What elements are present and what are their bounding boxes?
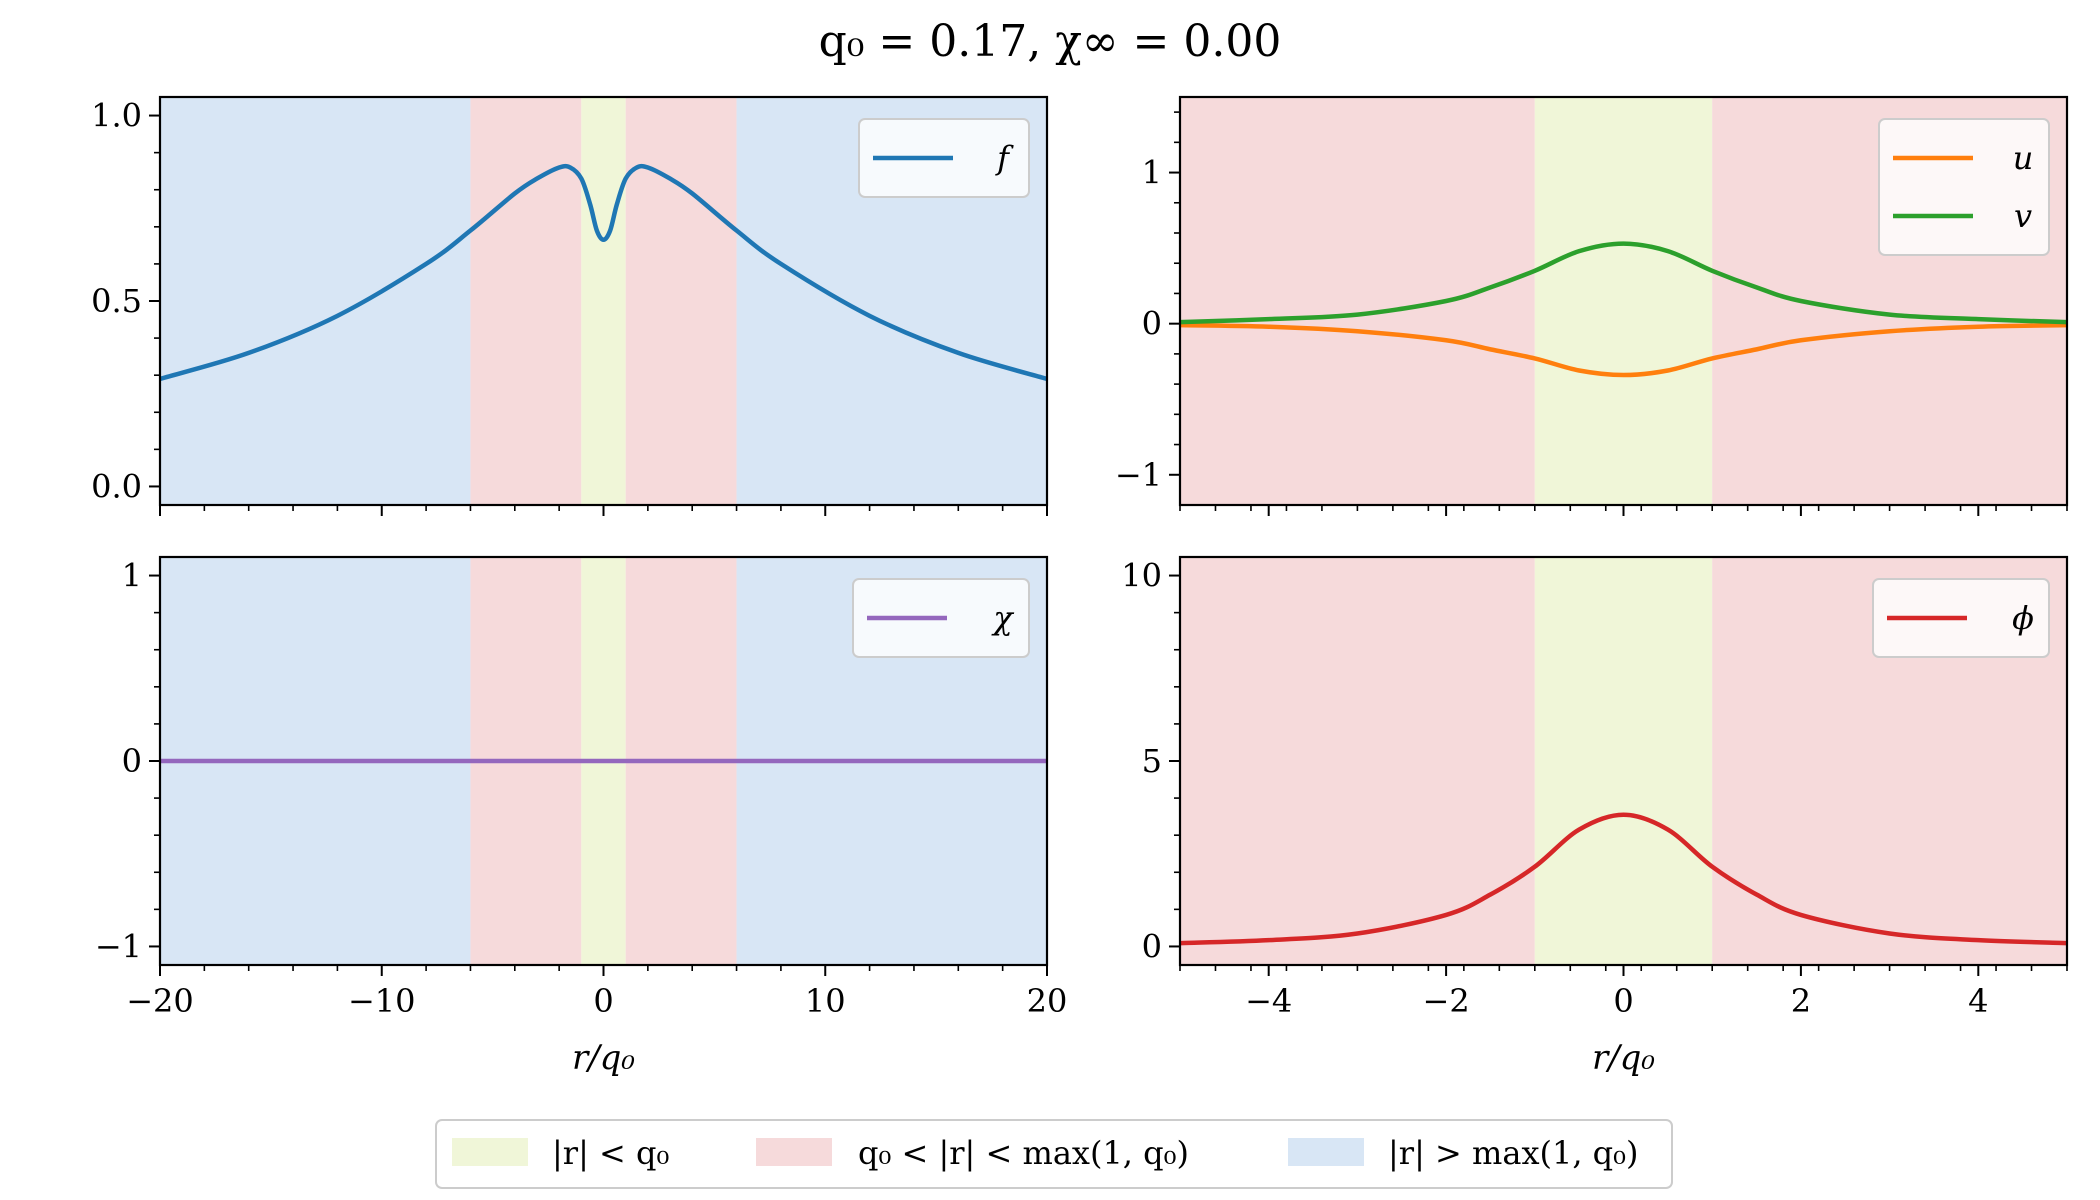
- y-tick-label: −1: [1115, 456, 1162, 494]
- series-line-f: [160, 163, 1047, 382]
- region-band-core: [1534, 557, 1713, 965]
- legend-swatch-mid: [756, 1138, 832, 1166]
- y-tick-label: 0: [1142, 305, 1162, 343]
- legend-swatch-outer: [1288, 1138, 1364, 1166]
- region-band-core: [1534, 97, 1713, 505]
- legend-label-v: v: [2014, 197, 2032, 235]
- legend-label-core: |r| < q₀: [552, 1134, 669, 1172]
- legend-label-chi: χ: [991, 599, 1014, 637]
- y-tick-label: 1: [122, 557, 142, 595]
- region-band-outer: [160, 97, 471, 505]
- series-line-u: [1180, 322, 2067, 378]
- legend-label-mid: q₀ < |r| < max(1, q₀): [858, 1134, 1189, 1172]
- y-tick-label: 1.0: [91, 97, 142, 135]
- panel-phi: −4 −2 0 2 4 0 5 10 r/q₀ ϕ: [1121, 555, 2069, 1078]
- x-tick-label: 4: [1968, 982, 1988, 1020]
- x-tick-label: 0: [1613, 982, 1633, 1020]
- x-tick-label: −4: [1245, 982, 1292, 1020]
- x-tick-label: 2: [1791, 982, 1811, 1020]
- x-tick-label: 10: [805, 982, 846, 1020]
- region-band-mid: [1180, 97, 1535, 505]
- series-line-v: [1180, 241, 2067, 325]
- region-band-mid: [1180, 557, 1535, 965]
- y-tick-label: 5: [1142, 742, 1162, 780]
- region-legend-frame: [435, 1119, 1673, 1189]
- y-tick-label: 10: [1121, 557, 1162, 595]
- y-tick-label: 0.0: [91, 467, 142, 505]
- legend-label-u: u: [2013, 139, 2034, 177]
- series-legend-frame: [1878, 118, 2050, 256]
- legend-label-phi: ϕ: [2012, 599, 2034, 637]
- y-tick-label: 0.5: [91, 282, 142, 320]
- y-tick-label: −1: [95, 927, 142, 965]
- y-tick-label: 0: [1142, 927, 1162, 965]
- region-band-core: [581, 97, 626, 505]
- y-tick-label: 0: [122, 742, 142, 780]
- legend-label-outer: |r| > max(1, q₀): [1388, 1134, 1638, 1172]
- figure-title: q₀ = 0.17, χ∞ = 0.00: [819, 16, 1282, 67]
- y-tick-label: 1: [1142, 154, 1162, 192]
- region-band-mid: [625, 97, 737, 505]
- x-tick-label: −10: [348, 982, 416, 1020]
- legend-swatch-core: [452, 1138, 528, 1166]
- x-tick-label: −2: [1423, 982, 1470, 1020]
- x-tick-label: 20: [1027, 982, 1068, 1020]
- panel-f: 0.00.51.0f: [91, 95, 1049, 516]
- region-band-mid: [470, 97, 582, 505]
- x-axis-label: r/q₀: [572, 1038, 635, 1078]
- series-line-phi: [1180, 812, 2067, 946]
- x-tick-label: 0: [593, 982, 613, 1020]
- x-tick-label: −20: [126, 982, 194, 1020]
- region-legend: |r| < q₀ q₀ < |r| < max(1, q₀) |r| > max…: [435, 1119, 1673, 1189]
- x-axis-label: r/q₀: [1592, 1038, 1655, 1078]
- panel-uv: −1 0 1 uv: [1115, 95, 2069, 516]
